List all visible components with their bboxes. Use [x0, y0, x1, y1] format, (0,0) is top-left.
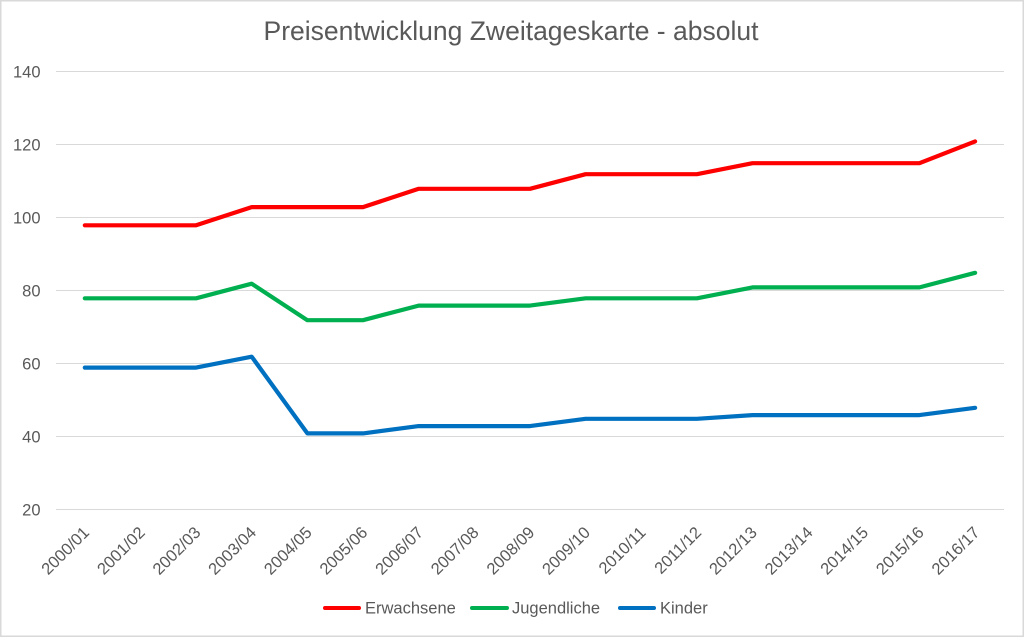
svg-text:80: 80	[22, 282, 40, 300]
svg-text:Jugendliche: Jugendliche	[512, 600, 600, 618]
svg-text:20: 20	[22, 501, 40, 519]
svg-text:120: 120	[13, 136, 41, 154]
svg-text:140: 140	[13, 63, 41, 81]
svg-text:Erwachsene: Erwachsene	[365, 600, 456, 618]
svg-text:Kinder: Kinder	[660, 600, 708, 618]
svg-text:Preisentwicklung Zweitageskart: Preisentwicklung Zweitageskarte - absolu…	[264, 16, 760, 46]
svg-text:40: 40	[22, 428, 40, 446]
svg-text:60: 60	[22, 355, 40, 373]
svg-text:100: 100	[13, 209, 41, 227]
